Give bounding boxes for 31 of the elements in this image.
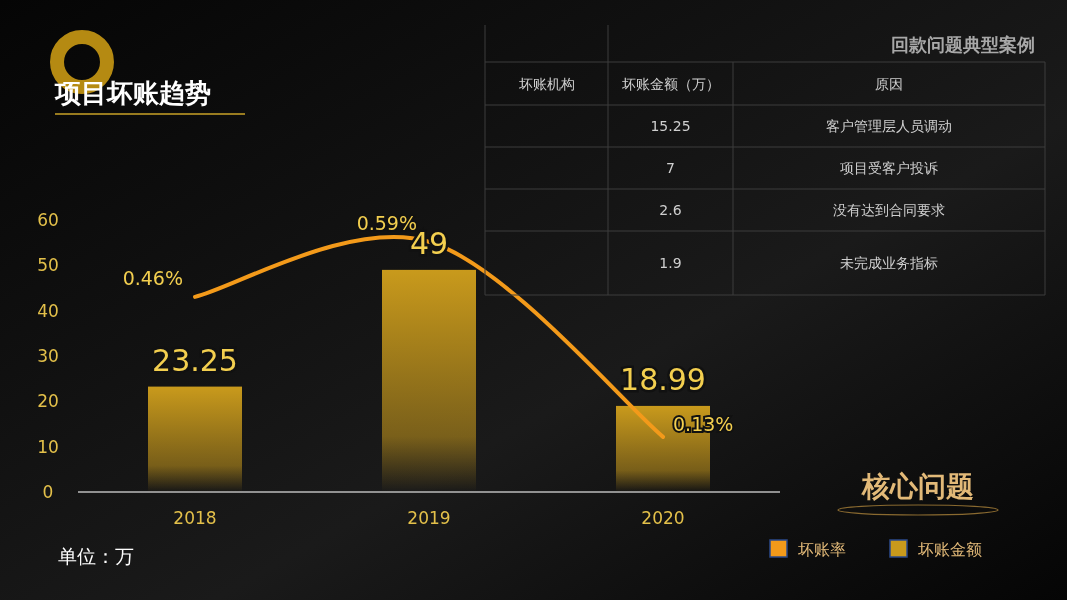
bar (148, 386, 242, 492)
text: 15.25 (650, 118, 691, 134)
text: 回款问题典型案例 (891, 34, 1035, 55)
text: 未完成业务指标 (840, 255, 938, 271)
legend-label: 坏账金额 (917, 540, 982, 559)
text: 单位：万 (58, 545, 134, 567)
data-label: 18.99 (620, 361, 706, 397)
x-tick-label: 2020 (641, 508, 685, 528)
text: 7 (666, 160, 675, 176)
x-tick-label: 2018 (173, 508, 217, 528)
category-label: 坏账机构 (517, 75, 575, 92)
text: 客户管理层人员调动 (826, 118, 952, 134)
category-label: 坏账金额（万） (620, 75, 720, 92)
y-tick-label: 10 (37, 436, 59, 457)
category-label: 原因 (875, 75, 903, 92)
y-tick-label: 60 (37, 210, 59, 230)
y-tick-label: 50 (37, 255, 59, 276)
y-tick-label: 20 (37, 391, 59, 412)
x-tick-label: 2019 (407, 508, 451, 528)
y-tick-label: 30 (37, 346, 59, 366)
y-tick-label: 0 (42, 482, 54, 502)
bar (382, 269, 476, 492)
text: 1.9 (659, 255, 682, 271)
text: 核心问题 (861, 470, 974, 503)
y-tick-label: 40 (37, 300, 59, 321)
text: 没有达到合同要求 (833, 202, 945, 218)
text: 项目受客户投诉 (840, 160, 938, 176)
legend-label: 坏账率 (797, 540, 846, 559)
data-label: 23.25 (152, 342, 238, 378)
data-label: 0.46% (122, 266, 183, 289)
text: 2.6 (659, 202, 682, 218)
